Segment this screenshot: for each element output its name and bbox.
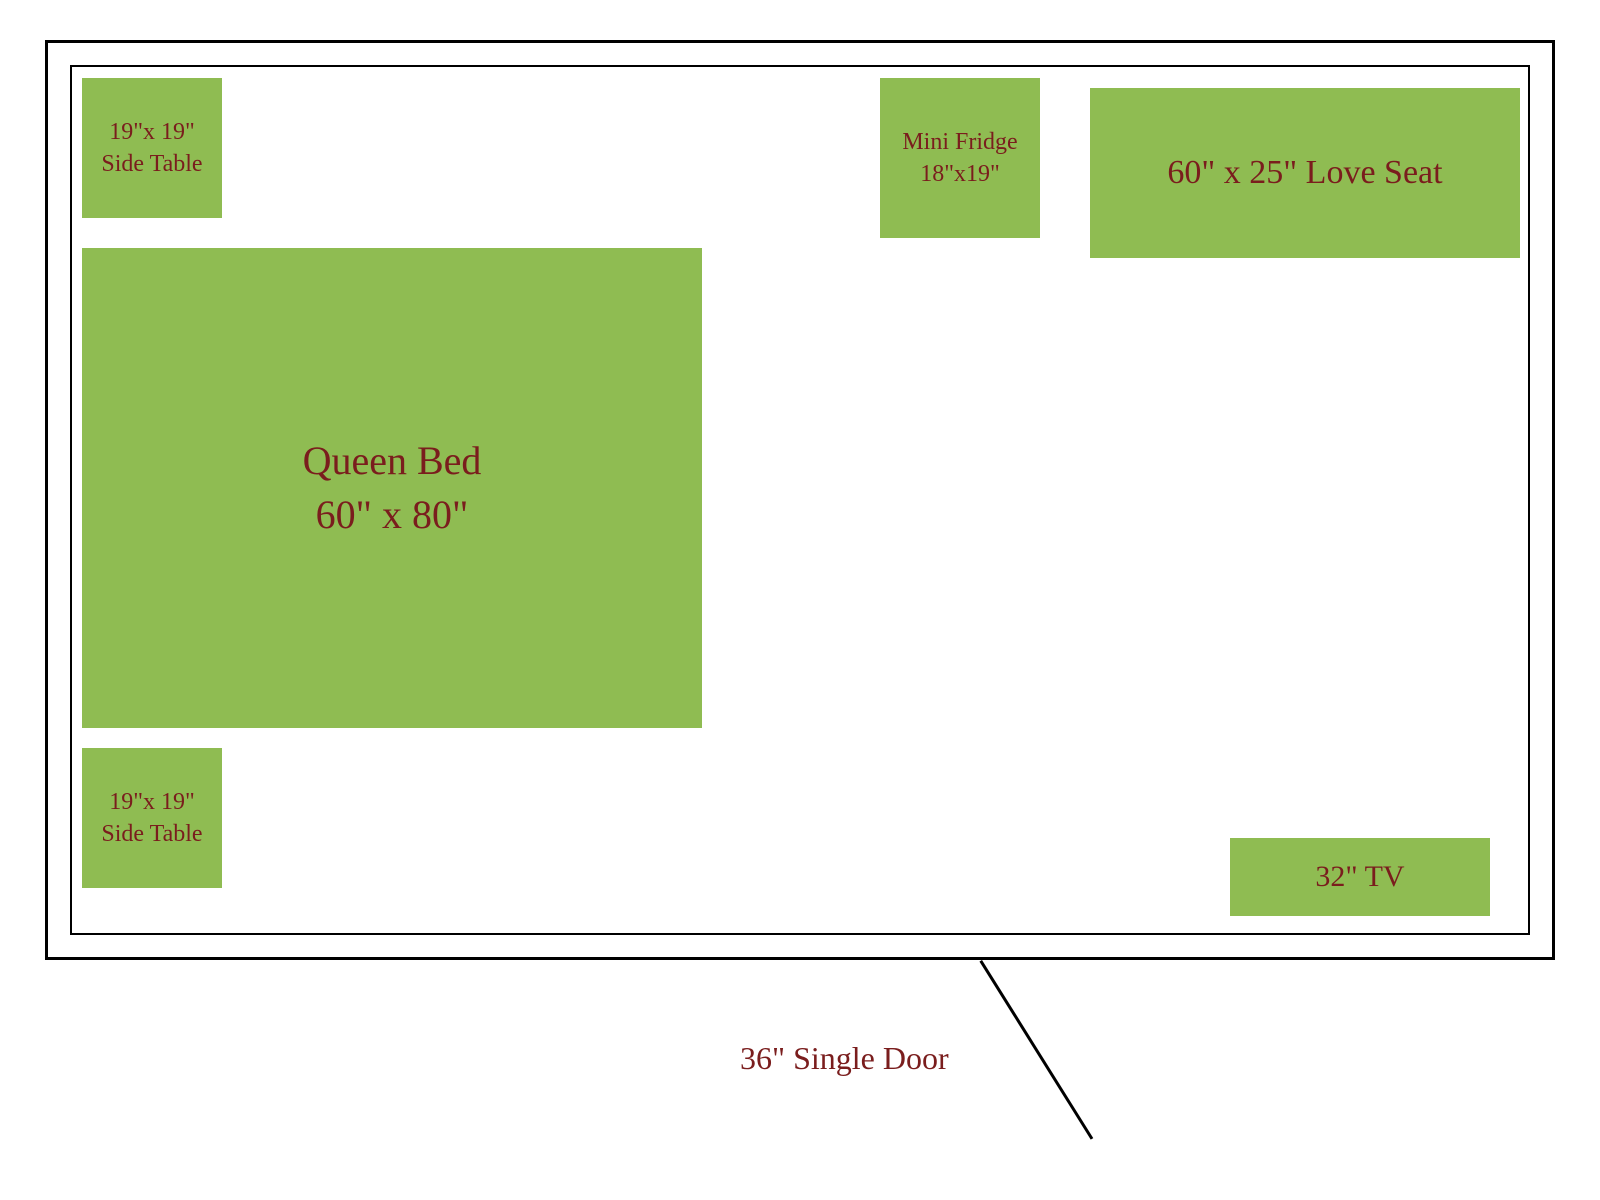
- door-swing-line: [979, 960, 1093, 1140]
- furniture-label-line: Queen Bed: [303, 434, 482, 488]
- furniture-label-line: 60" x 25" Love Seat: [1167, 150, 1442, 196]
- furniture-label-line: Mini Fridge: [902, 126, 1017, 158]
- furniture-love-seat: 60" x 25" Love Seat: [1090, 88, 1520, 258]
- furniture-side-table-bottom: 19"x 19"Side Table: [82, 748, 222, 888]
- furniture-label-line: 32" TV: [1315, 857, 1404, 898]
- furniture-queen-bed: Queen Bed60" x 80": [82, 248, 702, 728]
- furniture-label-line: 19"x 19": [109, 116, 195, 148]
- door-label-text: 36" Single Door: [740, 1040, 949, 1076]
- door-label: 36" Single Door: [740, 1040, 949, 1077]
- furniture-side-table-top: 19"x 19"Side Table: [82, 78, 222, 218]
- furniture-label-line: 18"x19": [920, 158, 1000, 190]
- furniture-label-line: Side Table: [101, 818, 202, 850]
- furniture-label-line: Side Table: [101, 148, 202, 180]
- furniture-label-line: 19"x 19": [109, 786, 195, 818]
- furniture-label-line: 60" x 80": [316, 488, 469, 542]
- furniture-tv: 32" TV: [1230, 838, 1490, 916]
- furniture-mini-fridge: Mini Fridge18"x19": [880, 78, 1040, 238]
